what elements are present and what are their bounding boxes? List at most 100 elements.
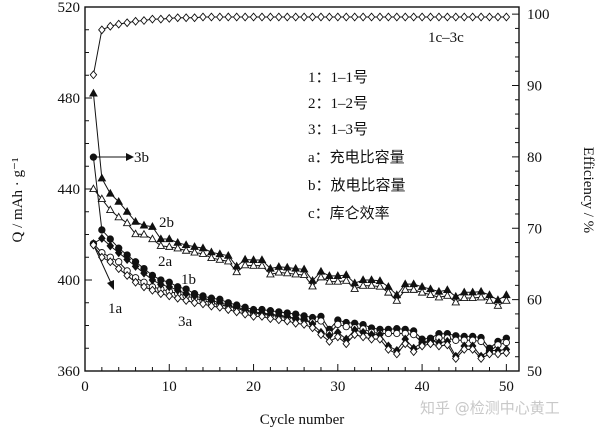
data-point — [317, 12, 325, 22]
data-point — [89, 88, 98, 97]
data-point — [122, 218, 132, 227]
legend-entry: b：放电比容量 — [308, 177, 406, 194]
data-point — [316, 272, 326, 281]
arrow-head-icon — [107, 280, 114, 290]
data-point — [468, 293, 478, 302]
x-tick-label: 0 — [81, 379, 89, 395]
data-point — [274, 267, 284, 276]
legend-entry: 1：1–1号 — [308, 70, 368, 86]
data-point — [418, 12, 426, 22]
data-point — [485, 12, 494, 22]
data-point — [418, 341, 426, 351]
data-point — [114, 19, 123, 29]
data-point — [384, 287, 393, 296]
data-point — [410, 330, 418, 339]
legend: 1：1–1号 2：1–2号 3：1–3号 a：充电比容量 b：放电比容量 c：库… — [308, 70, 406, 222]
data-point — [291, 269, 301, 278]
data-point — [199, 299, 207, 309]
data-point — [375, 281, 385, 290]
data-point — [173, 293, 182, 303]
data-point — [266, 314, 275, 324]
data-point — [123, 18, 131, 28]
y-right-tick-label: 80 — [527, 150, 542, 166]
data-point — [232, 267, 242, 276]
data-point — [334, 12, 342, 22]
data-point — [140, 268, 148, 278]
data-point — [342, 12, 351, 22]
data-point — [342, 339, 351, 349]
data-point — [325, 276, 334, 285]
data-point — [224, 305, 233, 315]
data-point — [409, 347, 418, 357]
data-point — [123, 270, 131, 280]
data-point — [157, 289, 165, 299]
y-axis-label: Q / mAh · g⁻¹ — [10, 158, 26, 243]
data-point — [156, 241, 166, 249]
data-point — [443, 12, 452, 22]
data-point — [334, 320, 342, 329]
data-point — [342, 322, 350, 331]
data-point — [493, 300, 503, 309]
data-point — [308, 12, 317, 22]
data-point — [468, 12, 477, 22]
data-point — [241, 12, 249, 22]
data-point — [502, 12, 511, 22]
data-point — [358, 280, 368, 289]
data-point — [325, 12, 334, 22]
data-point — [190, 298, 199, 308]
data-point — [384, 329, 393, 338]
data-point — [139, 220, 149, 229]
data-point — [393, 349, 401, 359]
data-point — [494, 12, 502, 22]
data-point — [275, 12, 283, 22]
x-tick-label: 20 — [246, 379, 261, 395]
data-point — [333, 276, 343, 285]
data-point — [485, 349, 494, 359]
data-point — [393, 329, 401, 338]
annotation-arrow — [94, 247, 112, 284]
data-point — [376, 12, 384, 22]
data-point — [477, 12, 485, 22]
data-point — [452, 12, 460, 22]
data-point — [157, 280, 165, 290]
data-point — [266, 269, 275, 278]
data-point — [367, 12, 376, 22]
data-point — [494, 349, 502, 359]
x-tick-label: 10 — [162, 379, 177, 395]
data-point — [300, 12, 308, 22]
data-point — [232, 307, 241, 317]
data-point — [182, 295, 190, 305]
data-point — [182, 13, 190, 23]
data-point — [350, 284, 360, 292]
series-1c–3c — [89, 12, 511, 80]
data-point — [426, 12, 435, 22]
data-point — [400, 285, 410, 293]
data-point — [223, 256, 233, 265]
data-point — [501, 295, 511, 304]
data-point — [291, 318, 300, 328]
series-3b — [89, 153, 511, 352]
data-point — [224, 12, 233, 22]
data-point — [106, 257, 115, 267]
legend-entry: a：充电比容量 — [308, 149, 405, 166]
series-1a — [89, 240, 511, 363]
data-point — [207, 12, 216, 22]
data-point — [207, 253, 216, 261]
data-point — [451, 297, 461, 306]
data-point — [98, 233, 106, 243]
data-point — [89, 184, 98, 193]
x-tick-label: 40 — [415, 379, 430, 395]
data-point — [122, 207, 132, 215]
data-point — [266, 12, 275, 22]
data-point — [123, 255, 131, 265]
data-point — [106, 21, 115, 31]
arrow-head-icon — [126, 153, 134, 161]
x-tick-label: 30 — [330, 379, 345, 395]
series-2b — [89, 88, 511, 304]
data-point — [258, 311, 266, 321]
x-tick-label: 50 — [499, 379, 514, 395]
annotation-3a: 3a — [178, 314, 193, 330]
data-point — [148, 275, 157, 285]
data-point — [98, 25, 106, 35]
data-point — [401, 12, 410, 22]
